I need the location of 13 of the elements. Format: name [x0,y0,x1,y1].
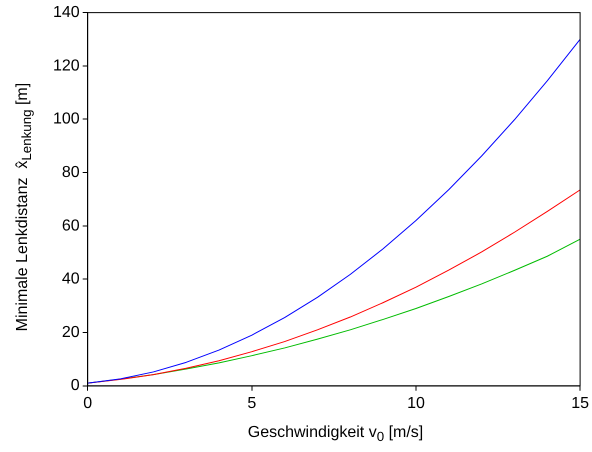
x-tick-label: 0 [83,394,92,412]
x-tick-label: 5 [247,394,256,412]
y-tick-label: 80 [62,164,80,181]
y-tick-label: 40 [62,270,80,288]
y-tick-label: 140 [52,4,80,22]
x-tick-label: 10 [407,394,425,412]
x-axis-title: Geschwindigkeit v$_{0}$ [m/s] [246,424,424,444]
y-tick-label: 0 [70,377,80,394]
y-tick-label: 60 [62,217,80,234]
y-tick-label: 120 [52,57,80,74]
y-tick-label: 20 [62,324,80,341]
y-tick-label: 100 [52,110,80,128]
x-tick-label: 15 [571,394,590,412]
